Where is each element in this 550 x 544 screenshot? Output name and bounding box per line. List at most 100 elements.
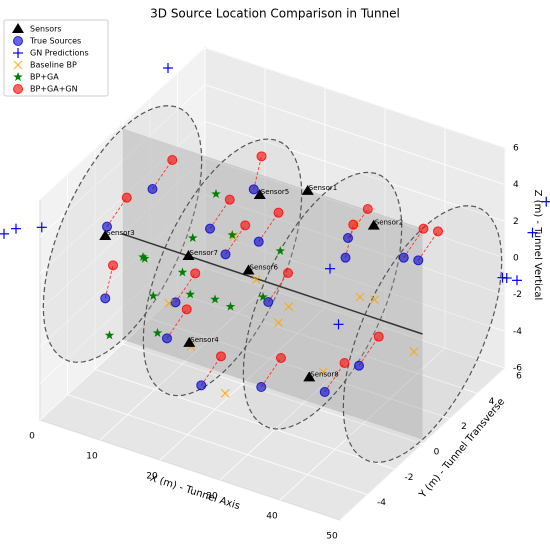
marker-shape — [100, 293, 111, 304]
marker — [319, 387, 330, 397]
marker — [227, 230, 238, 240]
marker — [303, 371, 316, 382]
marker-shape — [12, 23, 24, 33]
marker-shape — [418, 223, 429, 234]
marker-shape — [319, 387, 330, 397]
marker-shape — [275, 246, 286, 256]
marker — [211, 189, 221, 199]
grid-line — [122, 343, 423, 445]
marker-shape — [283, 268, 293, 278]
x-tick-label: 20 — [146, 472, 158, 482]
x-tick-label: 0 — [29, 432, 35, 442]
marker-shape — [177, 267, 188, 277]
marker — [339, 358, 350, 368]
y-tick-label: -4 — [377, 498, 386, 508]
grid-line — [39, 267, 206, 421]
grid-line — [39, 47, 206, 201]
marker-shape — [340, 252, 351, 263]
marker — [13, 36, 23, 46]
marker-shape — [343, 233, 353, 243]
marker — [138, 252, 148, 262]
y-tick-label: 2 — [461, 422, 467, 432]
marker — [333, 319, 344, 330]
marker-shape — [190, 268, 201, 279]
error-link — [417, 231, 439, 261]
marker — [409, 347, 419, 357]
marker — [187, 233, 198, 243]
grid-line — [149, 318, 451, 420]
marker — [242, 264, 255, 275]
marker — [253, 189, 266, 199]
marker-shape — [148, 291, 159, 301]
error-link — [152, 159, 173, 190]
marker — [181, 304, 192, 315]
marker — [258, 292, 268, 302]
marker-shape — [216, 351, 226, 362]
legend-label: Baseline BP — [30, 61, 77, 70]
marker — [325, 263, 335, 274]
error-link — [403, 228, 424, 258]
marker — [355, 292, 365, 302]
marker — [340, 252, 351, 263]
z-axis-label: Z (m) - Tunnel Vertical — [532, 190, 543, 301]
x-tick-label: 40 — [266, 512, 278, 522]
marker — [13, 72, 23, 82]
z-tick-label: -4 — [513, 327, 522, 337]
error-link — [258, 212, 279, 242]
legend-label: True Sources — [29, 37, 81, 46]
grid-line — [177, 292, 478, 394]
legend-label: Sensors — [30, 25, 62, 34]
marker — [11, 223, 21, 234]
grid-line — [94, 368, 396, 470]
marker-shape — [13, 72, 23, 82]
marker-shape — [301, 184, 314, 195]
marker-shape — [273, 207, 284, 218]
marker — [240, 220, 251, 231]
marker-shape — [258, 292, 268, 302]
legend: Sensors True Sources GN Predictions Baselin… — [3, 19, 109, 97]
marker-shape — [242, 264, 255, 275]
marker-shape — [13, 60, 23, 70]
error-link — [200, 356, 222, 386]
marker-shape — [121, 192, 132, 203]
x-tick-label: 50 — [326, 532, 338, 542]
z-tick-label: -6 — [513, 364, 522, 374]
marker-shape — [183, 336, 196, 347]
x-tick-label: 10 — [86, 452, 98, 462]
marker — [220, 388, 230, 398]
error-link — [225, 225, 246, 255]
marker — [256, 151, 267, 162]
error-link — [253, 156, 262, 190]
marker — [251, 275, 261, 285]
sensor-label: Sensor3 — [106, 229, 134, 237]
marker-shape — [251, 275, 261, 285]
marker — [104, 330, 115, 340]
marker — [177, 267, 188, 277]
marker — [13, 60, 23, 70]
marker — [283, 268, 293, 278]
marker — [284, 302, 294, 312]
marker-shape — [253, 236, 264, 247]
marker-shape — [373, 331, 384, 342]
marker-shape — [108, 260, 118, 271]
marker — [102, 221, 112, 232]
marker — [248, 184, 259, 195]
z-tick-label: 0 — [513, 254, 519, 264]
error-link — [209, 199, 231, 229]
chart-title: 3D Source Location Comparison in Tunnel — [150, 7, 400, 21]
grid-line — [204, 267, 506, 369]
legend-box — [3, 19, 109, 97]
marker-shape — [220, 249, 231, 260]
error-link — [267, 272, 289, 303]
marker-shape — [303, 371, 316, 382]
marker-shape — [162, 333, 172, 344]
marker — [163, 63, 173, 73]
marker — [413, 255, 424, 266]
y-tick-label: 4 — [489, 397, 495, 407]
y-tick-label: 0 — [434, 448, 440, 458]
marker-shape — [263, 297, 274, 307]
marker-shape — [413, 255, 424, 266]
marker — [121, 192, 132, 203]
marker — [170, 297, 181, 308]
error-link — [175, 273, 196, 303]
